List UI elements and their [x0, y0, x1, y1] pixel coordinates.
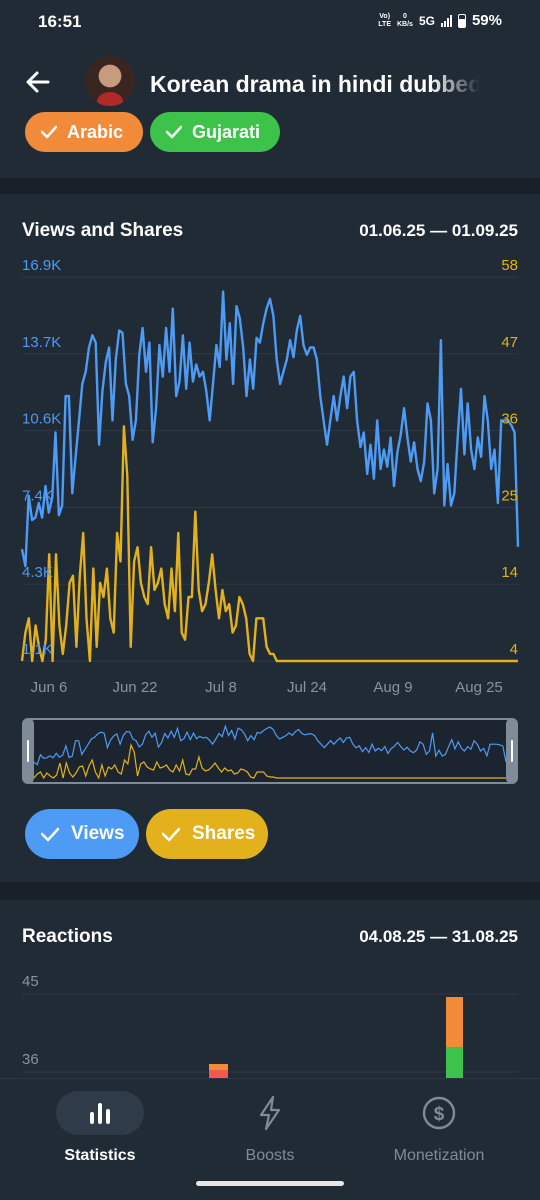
nav-monetization[interactable]: $ Monetization — [369, 1079, 509, 1165]
status-bar: 16:51 Vo) LTE 0 KB/s 5G 59% — [0, 0, 540, 44]
date-range[interactable]: 01.06.25 — 01.09.25 — [359, 221, 518, 240]
y-left-tick-label: 10.6K — [22, 411, 61, 428]
chip-label: Arabic — [67, 121, 124, 142]
nav-label: Statistics — [64, 1147, 136, 1164]
status-time: 16:51 — [38, 12, 82, 31]
y-right-tick-label: 47 — [501, 334, 518, 351]
x-tick-label: Jul 8 — [205, 679, 237, 696]
status-icons: Vo) LTE 0 KB/s 5G 59% — [378, 12, 502, 29]
nav-label: Boosts — [245, 1147, 295, 1164]
reactions-card: Reactions 04.08.25 — 31.08.25 45 36 — [0, 900, 540, 1080]
x-tick-label: Jun 22 — [112, 679, 157, 696]
y-left-tick-label: 7.4K — [22, 487, 53, 504]
dollar-circle-icon: $ — [422, 1096, 456, 1130]
x-tick-label: Aug 25 — [455, 679, 503, 696]
views-shares-card: Views and Shares 01.06.25 — 01.09.25 1.1… — [0, 194, 540, 882]
y-right-tick-label: 25 — [501, 487, 518, 504]
channel-avatar[interactable] — [85, 56, 135, 106]
views-shares-chart[interactable]: 1.1K 4.3K 7.4K 10.6K 13.7K 16.9K 4 14 25 36 47 58 Ju… — [0, 254, 540, 704]
handle-grip — [511, 740, 513, 762]
y-tick-label: 45 — [22, 973, 39, 990]
channel-title: Korean drama in hindi dubbed — [150, 71, 480, 97]
card-title: Reactions — [22, 926, 113, 947]
toggle-views[interactable]: Views — [25, 809, 139, 859]
volte-top: Vo) — [379, 12, 391, 20]
x-tick-label: Jun 6 — [31, 679, 68, 696]
speed-value: 0 — [403, 12, 407, 20]
lightning-icon — [259, 1095, 281, 1131]
filter-chip-arabic[interactable]: Arabic — [25, 112, 143, 152]
toggle-label: Shares — [192, 823, 256, 844]
back-arrow-icon[interactable] — [22, 66, 54, 98]
network-type: 5G — [418, 13, 435, 28]
nav-label: Monetization — [393, 1147, 485, 1164]
minimap-views-line — [33, 724, 507, 766]
toggle-shares[interactable]: Shares — [146, 809, 268, 859]
views-series-line — [20, 290, 520, 568]
svg-text:$: $ — [434, 1104, 445, 1125]
nav-pill: $ — [395, 1091, 483, 1135]
signal-icon — [440, 14, 452, 27]
shares-series-line — [20, 425, 518, 663]
speed-indicator: 0 KB/s — [397, 13, 413, 29]
nav-pill — [56, 1091, 144, 1135]
y-tick-label: 36 — [22, 1051, 39, 1068]
check-icon — [162, 827, 180, 841]
reaction-bar-segment — [446, 997, 463, 1047]
check-icon — [41, 827, 59, 841]
y-left-tick-label: 13.7K — [22, 334, 61, 351]
volte-icon: Vo) LTE — [378, 13, 391, 29]
chip-label: Gujarati — [192, 121, 261, 142]
y-right-tick-label: 58 — [501, 257, 518, 274]
x-tick-label: Aug 9 — [373, 679, 412, 696]
check-icon — [41, 125, 57, 139]
y-left-tick-label: 4.3K — [22, 564, 53, 581]
nav-pill — [226, 1091, 314, 1135]
reaction-bar-segment — [209, 1064, 228, 1070]
app-header: Korean drama in hindi dubbed Arabic Guja… — [0, 44, 540, 178]
battery-icon — [457, 13, 466, 28]
y-right-tick-label: 4 — [510, 641, 518, 658]
filter-chip-gujarati[interactable]: Gujarati — [150, 112, 280, 152]
x-tick-label: Jul 24 — [287, 679, 327, 696]
reactions-chart[interactable]: 45 36 — [0, 900, 540, 1080]
card-title: Views and Shares — [22, 220, 184, 241]
speed-unit: KB/s — [397, 20, 413, 28]
bottom-nav: Statistics Boosts $ Monetization — [0, 1078, 540, 1200]
minimap-shares-line — [33, 742, 506, 780]
y-right-tick-label: 36 — [501, 411, 518, 428]
check-icon — [166, 125, 182, 139]
handle-grip — [27, 740, 29, 762]
date-range[interactable]: 04.08.25 — 31.08.25 — [359, 927, 518, 946]
y-left-tick-label: 1.1K — [22, 641, 53, 658]
home-indicator[interactable] — [196, 1181, 344, 1186]
volte-bottom: LTE — [378, 20, 391, 28]
nav-statistics[interactable]: Statistics — [30, 1079, 170, 1165]
y-left-tick-label: 16.9K — [22, 257, 61, 274]
nav-boosts[interactable]: Boosts — [200, 1079, 340, 1165]
range-selector[interactable] — [22, 718, 518, 784]
toggle-label: Views — [71, 823, 125, 844]
battery-percent: 59% — [471, 12, 502, 29]
bar-chart-icon — [90, 1103, 110, 1124]
y-right-tick-label: 14 — [501, 564, 518, 581]
reaction-bar-segment — [446, 1047, 463, 1080]
